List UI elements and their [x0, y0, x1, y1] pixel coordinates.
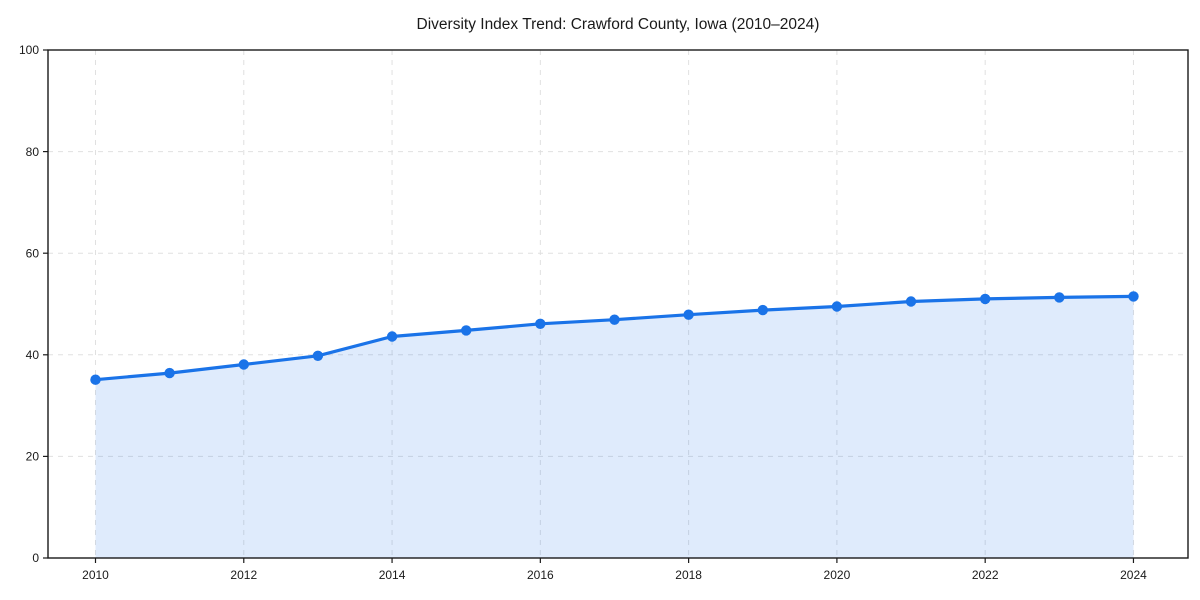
x-tick-label-2018: 2018: [675, 568, 702, 582]
y-tick-label-60: 60: [26, 246, 40, 260]
x-tick-label-2022: 2022: [972, 568, 999, 582]
data-point-2012: [238, 359, 249, 370]
chart-title: Diversity Index Trend: Crawford County, …: [416, 16, 820, 33]
x-tick-label-2012: 2012: [230, 568, 257, 582]
x-tick-label-2014: 2014: [379, 568, 406, 582]
x-tick-label-2016: 2016: [527, 568, 554, 582]
y-tick-label-100: 100: [19, 43, 39, 57]
data-point-2011: [164, 367, 175, 379]
plot-background: [48, 50, 1188, 558]
data-point-2021: [905, 296, 917, 307]
data-point-2013: [312, 350, 324, 361]
data-point-2019: [757, 304, 768, 316]
x-tick-label-2024: 2024: [1120, 568, 1147, 582]
y-tick-label-80: 80: [26, 145, 40, 159]
y-tick-label-20: 20: [26, 450, 40, 464]
area-fill: [95, 296, 1134, 558]
data-point-2018: [683, 309, 694, 320]
data-point-2023: [1054, 292, 1065, 303]
plot-frame: [47, 49, 1189, 559]
y-tick-label-0: 0: [32, 551, 39, 565]
data-point-2017: [609, 314, 620, 325]
y-tick-label-40: 40: [26, 348, 40, 362]
x-tick-label-2010: 2010: [82, 568, 109, 582]
data-point-2015: [461, 325, 472, 336]
data-point-2020: [831, 301, 843, 312]
data-point-2014: [386, 331, 398, 342]
data-point-2024: [1128, 291, 1139, 302]
data-point-2010: [90, 374, 101, 385]
data-point-2022: [980, 293, 991, 305]
data-point-2016: [535, 318, 546, 329]
x-tick-label-2020: 2020: [824, 568, 851, 582]
